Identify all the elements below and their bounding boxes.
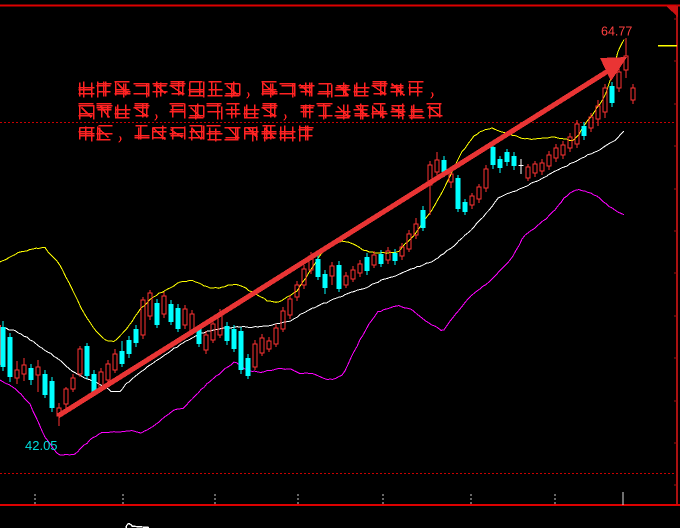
svg-text:64.77: 64.77 [601, 25, 632, 39]
svg-text:42.05: 42.05 [25, 438, 58, 453]
